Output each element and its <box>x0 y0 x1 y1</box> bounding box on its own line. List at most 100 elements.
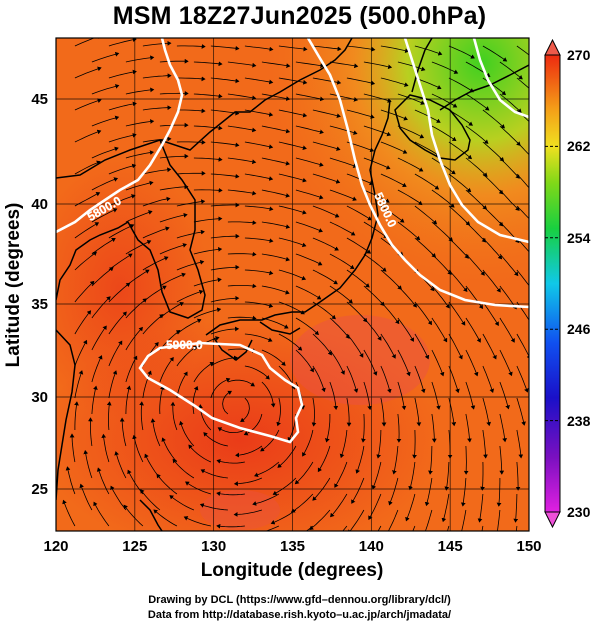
streamline-arrow <box>125 180 154 191</box>
streamline-arrow <box>414 109 441 123</box>
streamline-arrow <box>79 483 93 511</box>
streamline-arrow <box>414 141 440 157</box>
streamline-arrow <box>159 91 189 96</box>
streamline-arrow <box>431 189 455 208</box>
streamline-arrow <box>142 73 172 79</box>
streamline-arrow <box>448 109 473 126</box>
streamline-arrow <box>499 349 513 377</box>
streamline-arrow <box>203 432 228 447</box>
streamline-arrow <box>431 253 452 275</box>
streamline-arrow <box>329 125 358 135</box>
streamline-arrow <box>278 77 308 85</box>
streamline-arrow <box>243 413 263 436</box>
streamline-arrow <box>193 93 223 99</box>
streamline-arrow <box>216 491 245 497</box>
streamline-arrow <box>363 93 392 103</box>
map-plot-area: 5800.0 5800.0 5900.0 <box>56 38 546 531</box>
streamline-arrow <box>334 461 348 488</box>
streamline-arrow <box>346 269 370 288</box>
streamline-arrow <box>363 61 393 70</box>
streamline-arrow <box>516 141 529 156</box>
streamline-arrow <box>261 285 290 295</box>
streamline-arrow <box>176 289 204 303</box>
colorbar-max-arrow <box>544 38 561 56</box>
streamline-arrow <box>295 93 325 102</box>
streamline-arrow <box>261 61 291 68</box>
streamline-arrow <box>261 381 276 408</box>
streamline-arrow <box>329 93 358 102</box>
streamline-arrow <box>200 469 228 479</box>
streamline-arrow <box>74 339 88 367</box>
streamline-arrow <box>227 315 257 321</box>
streamline-arrow <box>210 264 240 271</box>
coastline-japan-main <box>205 99 391 336</box>
streamline-arrow <box>217 427 246 434</box>
x-axis: 120 125 130 135 140 145 150 Longitude (d… <box>43 538 541 581</box>
streamline-arrow <box>534 350 546 375</box>
contour-5800-west <box>56 38 184 234</box>
streamline-arrow <box>278 109 308 118</box>
streamline-arrow <box>159 385 165 415</box>
streamline-arrow <box>108 132 137 143</box>
streamline-arrow <box>380 141 408 154</box>
streamline-arrow <box>244 365 270 380</box>
colorbar-ticks <box>545 145 560 422</box>
streamline-arrow <box>261 93 291 101</box>
streamline-arrow <box>482 77 507 96</box>
streamline-arrow <box>431 221 453 242</box>
streamline-arrow <box>448 45 475 59</box>
streamline-arrow <box>169 495 195 511</box>
streamline-arrow <box>397 61 426 72</box>
streamline-arrow <box>185 481 212 495</box>
streamline-arrow <box>448 77 474 93</box>
coastline-shikoku <box>259 321 301 335</box>
coastline-taiwan <box>139 499 163 531</box>
streamline-arrow <box>227 61 257 68</box>
coastline-kurils <box>439 64 529 111</box>
streamline-arrow <box>244 109 274 117</box>
streamline-arrow <box>431 157 456 175</box>
streamline-arrow <box>380 45 410 53</box>
streamline-arrow <box>414 45 443 56</box>
streamline-arrow <box>465 381 476 410</box>
streamline-arrow <box>193 362 215 383</box>
streamline-arrow <box>516 365 529 393</box>
y-axis: 25 30 35 40 45 Latitude (degrees) <box>3 91 48 498</box>
streamline-arrow <box>74 192 101 207</box>
streamline-arrow <box>302 429 314 457</box>
streamline-arrow <box>142 226 170 239</box>
streamline-arrow <box>397 93 425 105</box>
streamline-arrow <box>139 401 144 431</box>
streamline-arrow <box>380 173 407 187</box>
map-title: MSM 18Z27Jun2025 (500.0hPa) <box>112 2 487 30</box>
streamline-arrow <box>329 285 353 304</box>
streamline-arrow <box>516 205 529 220</box>
streamline-arrow <box>170 401 178 431</box>
streamline-arrow <box>91 115 120 127</box>
streamline-arrow <box>125 298 147 319</box>
streamline-arrow <box>482 205 504 227</box>
streamline-arrow <box>482 173 504 195</box>
x-axis-label: Longitude (degrees) <box>201 560 384 581</box>
streamline-arrow <box>295 317 319 336</box>
streamline-arrow <box>69 433 76 463</box>
streamline-arrow <box>88 417 93 447</box>
streamline-arrow <box>329 221 356 236</box>
x-tick-label: 150 <box>516 538 541 555</box>
pink-region-shading-south <box>200 490 280 530</box>
streamline-arrow <box>499 413 507 443</box>
streamline-arrow <box>412 429 417 459</box>
footer-credit-data: Data from http://database.rish.kyoto–u.a… <box>147 609 452 621</box>
streamline-arrow <box>309 509 331 531</box>
streamline-arrow <box>193 61 223 67</box>
streamline-arrow <box>159 356 174 383</box>
streamline-arrow <box>142 370 152 399</box>
streamline-arrow <box>278 45 308 52</box>
streamline-arrow <box>516 45 529 56</box>
y-axis-label: Latitude (degrees) <box>3 203 24 368</box>
streamline-arrow <box>312 141 341 151</box>
streamline-arrow <box>477 493 484 523</box>
streamline-arrow <box>62 499 76 527</box>
streamline-arrow <box>346 397 352 427</box>
streamline-arrow <box>176 139 206 145</box>
